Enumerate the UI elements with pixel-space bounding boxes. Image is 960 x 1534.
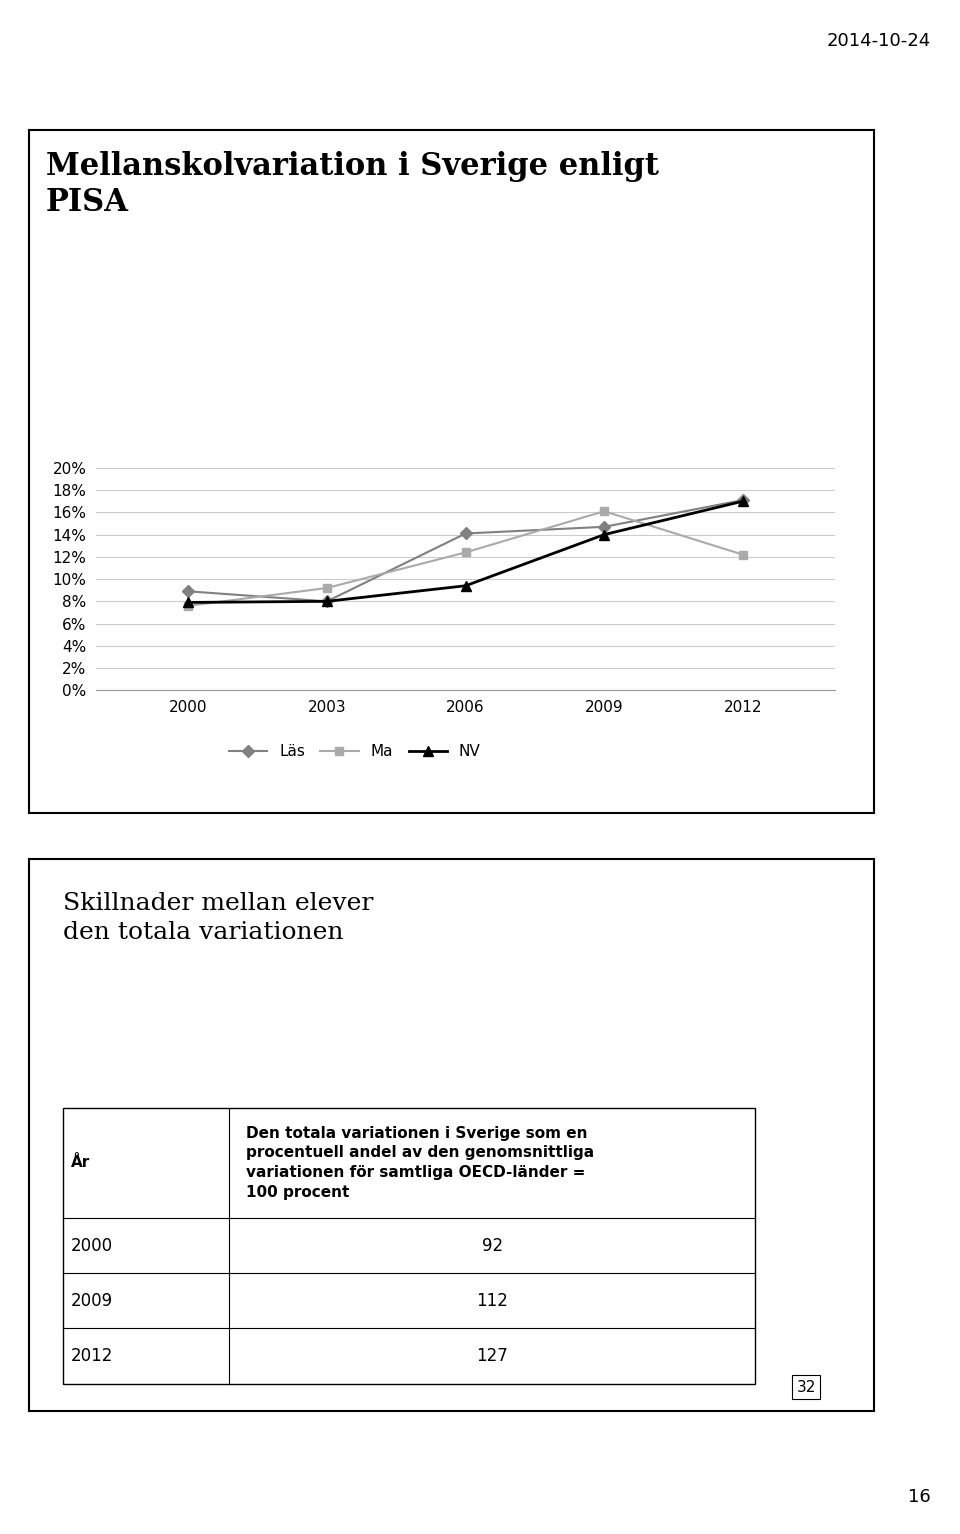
NV xyxy=(598,526,610,545)
Line: Läs: Läs xyxy=(184,495,747,606)
Ma xyxy=(322,578,333,597)
Bar xyxy=(62,1108,756,1384)
NV xyxy=(322,592,333,611)
Text: 2009: 2009 xyxy=(71,1292,113,1310)
Ma xyxy=(182,597,194,615)
Text: 2014-10-24: 2014-10-24 xyxy=(827,32,931,51)
Text: År: År xyxy=(71,1155,90,1170)
Läs xyxy=(460,525,471,543)
Legend: Läs, Ma, NV: Läs, Ma, NV xyxy=(223,738,487,765)
Text: Mellanskolvariation i Sverige enligt
PISA: Mellanskolvariation i Sverige enligt PIS… xyxy=(46,150,659,218)
Text: 2000: 2000 xyxy=(71,1236,113,1255)
Läs xyxy=(322,592,333,611)
Text: 16: 16 xyxy=(908,1488,931,1506)
Text: 2012: 2012 xyxy=(71,1347,113,1365)
NV xyxy=(737,492,749,511)
Ma xyxy=(598,502,610,520)
Text: Skillnader mellan elever
den totala variationen: Skillnader mellan elever den totala vari… xyxy=(62,893,373,943)
NV xyxy=(460,577,471,595)
Line: Ma: Ma xyxy=(184,508,747,611)
Text: 112: 112 xyxy=(476,1292,508,1310)
Läs xyxy=(737,491,749,509)
Läs xyxy=(598,517,610,535)
NV xyxy=(182,594,194,612)
Text: 92: 92 xyxy=(482,1236,503,1255)
Text: 32: 32 xyxy=(797,1379,816,1394)
Line: NV: NV xyxy=(183,497,748,607)
Ma xyxy=(460,543,471,561)
Läs xyxy=(182,581,194,600)
Ma xyxy=(737,546,749,565)
Text: Den totala variationen i Sverige som en
procentuell andel av den genomsnittliga
: Den totala variationen i Sverige som en … xyxy=(246,1126,594,1200)
Text: 127: 127 xyxy=(476,1347,508,1365)
